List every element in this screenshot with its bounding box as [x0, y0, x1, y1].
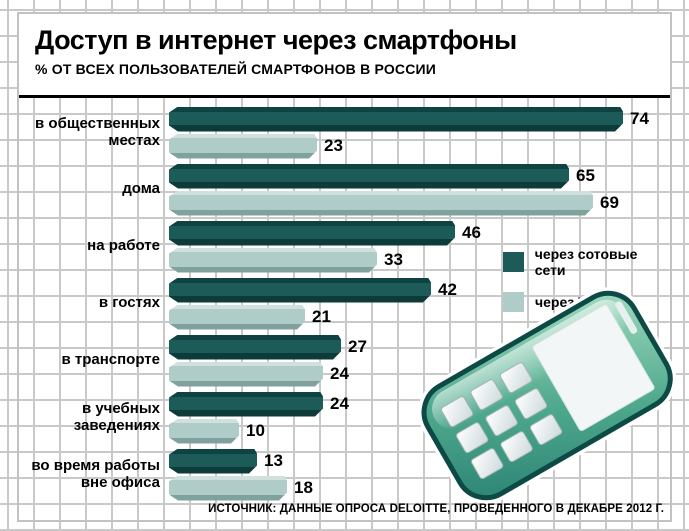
bar-wifi: [169, 305, 305, 330]
value-label: 23: [324, 136, 343, 155]
value-label: 27: [348, 337, 367, 356]
chart-row: во время работы вне офиса 13 18: [19, 446, 670, 503]
bar-line: 42: [169, 278, 670, 303]
source-note: ИСТОЧНИК: ДАННЫЕ ОПРОСА DELOITTE, ПРОВЕД…: [208, 503, 664, 515]
value-label: 65: [576, 166, 595, 185]
value-label: 10: [246, 421, 265, 440]
category-label: в транспорте: [61, 351, 160, 369]
value-label: 21: [312, 307, 331, 326]
bar-line: 24: [169, 362, 670, 387]
bar-cellular: [169, 392, 323, 417]
bar-group: 74 23: [169, 104, 670, 161]
bar-line: 10: [169, 419, 670, 444]
bar-cellular: [169, 164, 569, 189]
bar-line: 46: [169, 221, 670, 246]
bar-line: 23: [169, 134, 670, 159]
chart-row: в учебных заведениях 24 10: [19, 389, 670, 446]
value-label: 69: [600, 193, 619, 212]
chart-row: в общественных местах 74 23: [19, 104, 670, 161]
value-label: 18: [294, 478, 313, 497]
bar-line: 18: [169, 476, 670, 501]
category-label: в учебных заведениях: [73, 400, 160, 434]
chart-card: Доступ в интернет через смартфоны % ОТ В…: [17, 12, 677, 522]
value-label: 42: [438, 280, 457, 299]
value-label: 24: [330, 394, 349, 413]
value-label: 13: [264, 451, 283, 470]
page-subtitle: % ОТ ВСЕХ ПОЛЬЗОВАТЕЛЕЙ СМАРТФОНОВ В РОС…: [35, 61, 437, 78]
category-label: дома: [122, 180, 160, 198]
legend-label-cellular: через сотовые сети: [534, 246, 638, 278]
chart-rows: в общественных местах 74 23 дома 65 69 на рабо…: [19, 104, 670, 503]
bar-group: 24 10: [169, 389, 670, 446]
bar-cellular: [169, 278, 431, 303]
category-label: на работе: [87, 237, 160, 255]
bar-cellular: [169, 449, 257, 474]
bar-wifi: [169, 419, 239, 444]
bar-cellular: [169, 107, 623, 132]
chart-header: Доступ в интернет через смартфоны % ОТ В…: [19, 14, 670, 98]
bar-line: 69: [169, 191, 670, 216]
bar-cellular: [169, 221, 455, 246]
chart-row: в транспорте 27 24: [19, 332, 670, 389]
bar-group: 46 33: [169, 218, 670, 275]
bar-wifi: [169, 134, 317, 159]
bar-wifi: [169, 476, 287, 501]
bar-chart: в общественных местах 74 23 дома 65 69 на рабо…: [19, 101, 677, 520]
value-label: 46: [462, 223, 481, 242]
value-label: 24: [330, 364, 349, 383]
bar-group: 13 18: [169, 446, 670, 503]
legend-swatch-wifi: [503, 292, 524, 312]
bar-group: 65 69: [169, 161, 670, 218]
category-label: в общественных местах: [35, 115, 160, 149]
category-label: в гостях: [98, 294, 160, 312]
bar-cellular: [169, 335, 341, 360]
bar-group: 42 21: [169, 275, 670, 332]
bar-wifi: [169, 362, 323, 387]
bar-line: 24: [169, 392, 670, 417]
bar-wifi: [169, 191, 593, 216]
chart-row: на работе 46 33: [19, 218, 670, 275]
mobile-phone-icon: [418, 287, 677, 504]
bar-group: 27 24: [169, 332, 670, 389]
category-label: во время работы вне офиса: [31, 457, 160, 491]
value-label: 33: [384, 250, 403, 269]
bar-line: 33: [169, 248, 670, 273]
legend-swatch-cellular: [503, 252, 524, 272]
legend-item-cellular: через сотовые сети: [503, 246, 670, 278]
bar-line: 65: [169, 164, 670, 189]
chart-legend: через сотовые сети через WiFi: [503, 246, 670, 326]
page-title: Доступ в интернет через смартфоны: [35, 25, 517, 55]
bar-wifi: [169, 248, 377, 273]
chart-row: в гостях 42 21: [19, 275, 670, 332]
chart-row: дома 65 69: [19, 161, 670, 218]
bar-line: 74: [169, 107, 670, 132]
bar-line: 13: [169, 449, 670, 474]
bar-line: 21: [169, 305, 670, 330]
bar-line: 27: [169, 335, 670, 360]
value-label: 74: [630, 109, 649, 128]
